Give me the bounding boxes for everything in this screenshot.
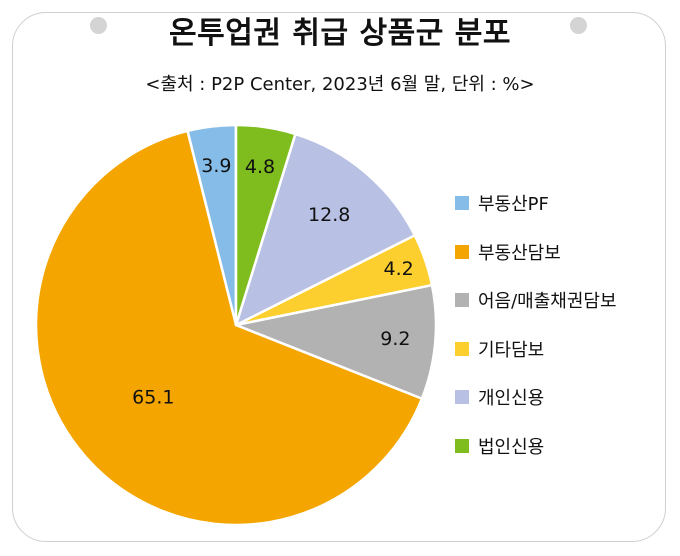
slice-value-label: 65.1 [132,387,174,409]
legend-item: 부동산PF [455,190,617,216]
slice-value-label: 4.8 [245,156,275,178]
legend-label: 부동산담보 [478,242,561,264]
slice-value-label: 3.9 [201,155,231,177]
legend-label: 개인신용 [478,388,545,409]
chart-title: 온투업권 취급 상품군 분포 [169,16,511,51]
chart-subtitle: <출처 : P2P Center, 2023년 6월 말, 단위 : %> [145,74,535,95]
pie-slice [234,283,438,400]
legend-swatch [455,438,469,453]
pie-slice [234,123,297,327]
legend-swatch [455,196,469,210]
legend-label: 부동산PF [478,194,549,215]
left-decorative-dot [90,17,107,34]
legend-item: 개인신용 [455,384,617,410]
legend-swatch [455,341,469,356]
legend-label: 기타담보 [478,339,545,361]
legend-label: 법인신용 [478,436,545,458]
pie-slice [34,129,424,527]
legend-swatch [455,244,469,259]
slice-value-label: 12.8 [308,204,350,226]
legend-label: 어음/매출채권담보 [478,291,617,312]
slice-value-label: 4.2 [383,258,413,280]
legend-swatch [455,293,469,307]
legend-item: 법인신용 [455,433,617,459]
right-decorative-dot [570,17,587,34]
legend-item: 기타담보 [455,336,617,362]
legend-item: 부동산담보 [455,239,617,265]
legend-item: 어음/매출채권담보 [455,287,617,313]
slice-value-label: 9.2 [380,328,410,350]
legend-swatch [455,390,469,404]
